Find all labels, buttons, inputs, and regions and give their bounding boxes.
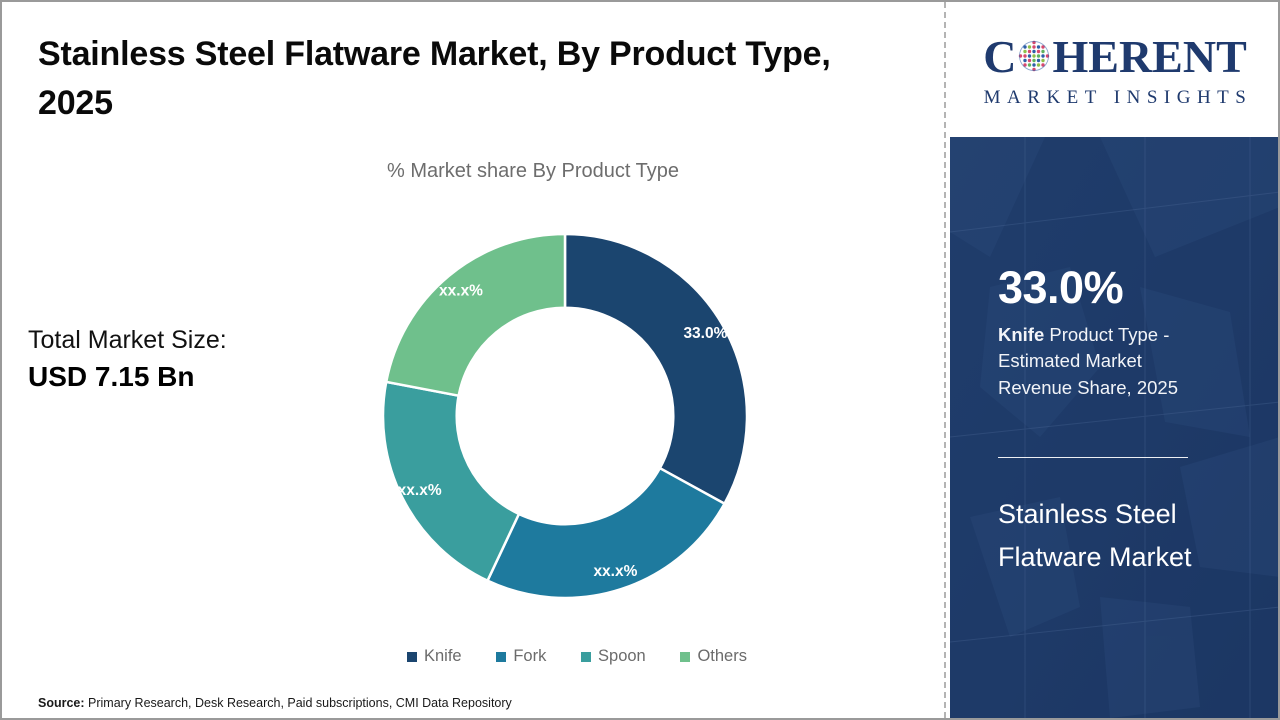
- page-title: Stainless Steel Flatware Market, By Prod…: [38, 35, 831, 123]
- vertical-dashed-divider: [944, 2, 946, 718]
- source-label: Source:: [38, 696, 85, 710]
- donut-slice-spoon[interactable]: [381, 380, 521, 583]
- stat-value: 33.0%: [998, 262, 1124, 313]
- legend-item-fork[interactable]: Fork: [496, 647, 546, 666]
- legend-swatch-icon: [581, 651, 592, 662]
- donut-chart-svg: 33.0% xx.x% xx.x% xx.x%: [381, 232, 749, 600]
- logo-word-before: C: [983, 30, 1017, 82]
- donut-slice-knife[interactable]: [563, 232, 749, 506]
- source-text: Primary Research, Desk Research, Paid su…: [84, 696, 512, 710]
- dotted-globe-icon: [1017, 39, 1051, 78]
- panel-content: 33.0% Knife Product Type - Estimated Mar…: [998, 137, 1248, 718]
- donut-chart: 33.0% xx.x% xx.x% xx.x%: [374, 225, 756, 607]
- panel-divider-rule: [998, 457, 1188, 458]
- total-market-size-value: USD 7.15 Bn: [28, 360, 195, 392]
- legend-label: Fork: [513, 647, 547, 665]
- donut-slice-label-fork: xx.x%: [593, 563, 637, 580]
- logo-wordmark: C HERENT: [983, 31, 1247, 83]
- logo-tagline: MARKET INSIGHTS: [983, 86, 1253, 108]
- chart-legend: Knife Fork Spoon Others: [407, 647, 747, 666]
- total-market-size-label: Total Market Size:: [28, 326, 227, 354]
- stat-description-bold: Knife: [998, 324, 1045, 345]
- right-panel: C HERENT MARKET INSIGHTS: [950, 2, 1278, 718]
- panel-map-texture: [950, 137, 1278, 718]
- donut-slice-label-others: xx.x%: [439, 282, 483, 299]
- logo-area: C HERENT MARKET INSIGHTS: [950, 2, 1278, 137]
- total-market-size-block: Total Market Size: USD 7.15 Bn: [28, 324, 318, 396]
- legend-swatch-icon: [407, 651, 417, 662]
- legend-item-others[interactable]: Others: [680, 647, 747, 666]
- stat-description-rest: Product Type - Estimated Market Revenue …: [998, 324, 1178, 398]
- donut-slice-label-spoon: xx.x%: [398, 482, 442, 499]
- donut-slice-group: [381, 232, 749, 600]
- donut-slice-fork[interactable]: [485, 466, 727, 600]
- legend-label: Knife: [424, 647, 462, 665]
- donut-slice-label-knife: 33.0%: [683, 325, 727, 342]
- stat-description: Knife Product Type - Estimated Market Re…: [998, 322, 1220, 401]
- panel-market-name: Stainless Steel Flatware Market: [998, 499, 1192, 572]
- legend-item-spoon[interactable]: Spoon: [581, 647, 646, 666]
- legend-swatch-icon: [496, 651, 507, 662]
- donut-label-group: 33.0% xx.x% xx.x% xx.x%: [398, 282, 728, 580]
- legend-label: Others: [697, 647, 747, 665]
- logo-word-after: HERENT: [1052, 30, 1247, 82]
- donut-slice-others[interactable]: [384, 232, 567, 398]
- left-content-region: Stainless Steel Flatware Market, By Prod…: [2, 2, 944, 718]
- source-line: Source: Primary Research, Desk Research,…: [38, 696, 512, 710]
- chart-subtitle: % Market share By Product Type: [387, 160, 679, 182]
- legend-item-knife[interactable]: Knife: [407, 647, 462, 666]
- legend-label: Spoon: [598, 647, 646, 665]
- legend-swatch-icon: [680, 651, 691, 662]
- panel-body: 33.0% Knife Product Type - Estimated Mar…: [950, 137, 1278, 718]
